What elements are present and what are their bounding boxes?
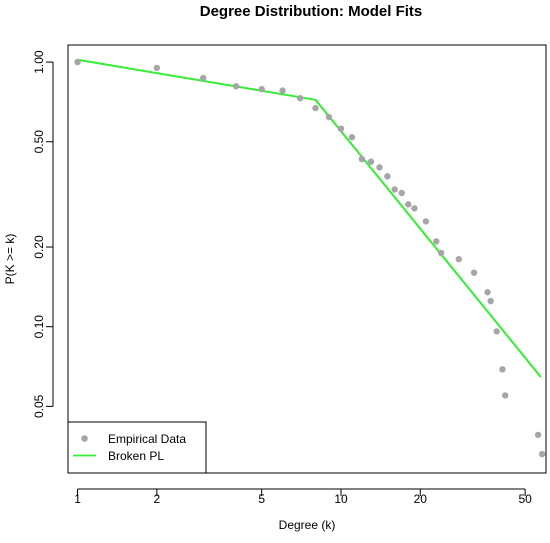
data-point-empirical	[376, 164, 383, 171]
data-point-empirical	[153, 64, 161, 72]
data-point-empirical	[367, 158, 375, 165]
data-point-empirical	[200, 74, 207, 82]
series-line-broken-pl	[76, 58, 542, 378]
data-point-empirical	[455, 255, 462, 263]
data-point-empirical	[358, 155, 366, 163]
data-point-empirical	[405, 201, 412, 208]
data-point-empirical	[74, 58, 81, 66]
data-point-empirical	[433, 238, 440, 245]
data-point-empirical	[422, 218, 430, 225]
x-tick-label: 1	[74, 492, 81, 506]
plot-area	[74, 58, 546, 458]
data-point-empirical	[337, 125, 345, 132]
x-tick-label: 50	[518, 492, 532, 506]
x-tick-label: 5	[258, 492, 265, 506]
data-point-empirical	[470, 269, 478, 276]
data-point-empirical	[501, 392, 509, 399]
x-tick-label: 2	[154, 492, 161, 506]
data-point-empirical	[258, 85, 265, 93]
y-tick-label: 0.20	[32, 235, 46, 259]
y-tick-label: 0.50	[32, 130, 46, 154]
legend-box	[67, 421, 207, 474]
plot-frame	[67, 44, 547, 474]
y-axis-label: P(K >= k)	[3, 234, 17, 285]
legend-label-broken-pl: Broken PL	[108, 449, 164, 463]
y-axis: 0.05 0.10 0.20 0.50 1.00	[32, 50, 54, 418]
chart-title: Degree Distribution: Model Fits	[200, 3, 423, 20]
data-point-empirical	[325, 113, 333, 121]
data-point-empirical	[296, 95, 304, 102]
data-point-empirical	[484, 289, 491, 296]
y-tick-label: 0.05	[32, 394, 46, 418]
y-tick-label: 1.00	[32, 50, 46, 74]
data-point-empirical	[437, 249, 445, 257]
x-axis-label: Degree (k)	[279, 518, 336, 532]
data-point-empirical	[348, 134, 356, 141]
data-point-empirical	[534, 431, 542, 439]
data-point-empirical	[391, 186, 398, 193]
data-point-empirical	[279, 87, 286, 94]
y-tick-label: 0.10	[32, 315, 46, 339]
data-point-empirical	[538, 450, 546, 458]
data-point-empirical	[411, 205, 418, 212]
legend: Empirical Data Broken PL	[67, 421, 207, 474]
data-point-empirical	[312, 104, 319, 112]
legend-marker-empirical-data	[81, 435, 88, 442]
data-point-empirical	[232, 83, 240, 90]
data-point-empirical	[487, 297, 494, 305]
x-tick-label: 10	[334, 492, 348, 506]
x-tick-label: 20	[414, 492, 428, 506]
data-point-empirical	[398, 189, 405, 197]
data-point-empirical	[493, 328, 500, 335]
x-axis: 1 2 5 10 20 50	[74, 488, 532, 506]
data-point-empirical	[384, 173, 391, 180]
data-point-empirical	[499, 366, 506, 373]
legend-label-empirical-data: Empirical Data	[108, 432, 186, 446]
